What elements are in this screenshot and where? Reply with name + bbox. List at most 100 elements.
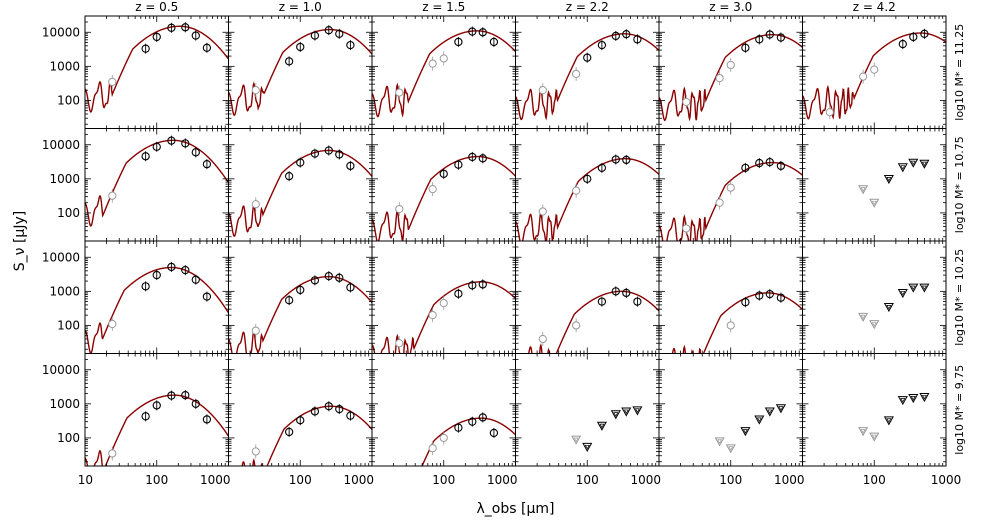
data-point [765,289,774,299]
upper-limit-marker-inner [778,406,784,411]
panel-frame [228,15,373,129]
panel-r0-c4 [658,15,803,129]
data-point [454,37,463,47]
upper-limit-marker-inner [871,434,877,440]
panel-r2-c0 [84,240,229,354]
data-point [141,412,150,421]
data-point [622,288,631,298]
y-tick-label: 10000 [42,25,80,39]
model-sed-line [802,32,946,120]
panel-r1-c0 [84,128,229,242]
faint-data-point [108,191,117,200]
faint-data-point [682,224,691,233]
panel-frame [371,353,516,467]
data-point [898,39,907,49]
model-sed-line [85,25,229,113]
data-point [152,401,161,410]
y-tick-label: 10000 [42,363,80,377]
panel-r1-c1 [228,128,373,242]
x-tick-label: 100 [145,473,168,487]
x-tick-label: 1000 [774,473,805,487]
faint-data-point [715,74,724,83]
x-tick-label: 1000 [630,473,661,487]
data-point [583,174,592,183]
faint-data-point [538,207,547,216]
upper-limit-marker [754,415,765,425]
upper-limit-marker [714,437,725,447]
panel-frame [371,15,516,129]
data-point [141,44,150,53]
model-sed-line [372,281,516,354]
upper-limit-marker-inner [623,409,629,415]
panel-frame [228,353,373,467]
y-tick-label: 100 [57,206,80,220]
model-sed-line [228,28,372,117]
x-tick-label: 1000 [931,473,962,487]
column-title: z = 1.5 [422,0,465,14]
data-point [324,402,333,411]
upper-limit-marker [908,283,919,293]
upper-limit-marker [571,435,582,445]
faint-data-point [395,339,404,348]
upper-limit-marker [621,407,632,417]
faint-data-point [428,59,437,68]
data-point [489,428,499,438]
upper-limit-marker-inner [871,322,877,327]
data-point [141,152,150,161]
data-point [181,23,190,32]
upper-limit-marker [858,185,869,195]
faint-data-point [251,200,260,209]
panel-r1-c4 [658,128,803,242]
y-tick-label: 1000 [49,284,80,298]
upper-limit-marker-inner [860,429,866,434]
data-point [478,413,487,422]
model-sed-line [671,292,803,354]
upper-limit-marker [725,444,736,454]
data-point [296,42,305,52]
data-point [181,265,190,275]
panel-r0-c3 [515,15,660,129]
data-point [181,390,190,400]
upper-limit-marker-inner [756,417,762,422]
data-point [324,146,333,155]
data-point [741,43,750,52]
y-tick-label: 10000 [42,250,80,264]
panel-r1-c3 [515,128,660,242]
upper-limit-marker-inner [728,446,734,451]
x-tick-label: 1000 [343,473,374,487]
data-point [468,417,477,426]
upper-limit-marker [919,283,930,293]
panel-r3-c3 [515,353,660,467]
data-point [191,399,200,408]
data-point [597,40,607,50]
y-tick-label: 100 [57,93,80,107]
faint-data-point [395,204,404,214]
upper-limit-marker [582,442,593,452]
model-sed-line [372,30,516,118]
upper-limit-marker-inner [584,444,590,450]
data-point [622,30,631,39]
faint-data-point [726,183,735,192]
faint-data-point [572,69,581,79]
data-point [765,157,774,167]
data-point [622,155,631,165]
upper-limit-marker [869,432,880,442]
faint-data-point [538,86,547,95]
panel-frame [371,128,516,242]
upper-limit-marker [897,163,908,173]
upper-limit-marker-inner [921,395,927,400]
data-point [152,32,161,42]
data-point [296,158,305,167]
y-tick-label: 100 [57,431,80,445]
faint-data-point [572,321,581,330]
panel-frame [515,128,660,242]
panel-frame [228,240,373,354]
data-point [478,154,487,163]
upper-limit-marker-inner [742,429,748,434]
model-sed-line [515,33,659,121]
panel-r0-c1 [228,15,373,129]
data-point [202,43,212,52]
upper-limit-marker-inner [573,437,579,443]
data-point [776,161,786,171]
y-axis-label: S_ν [μJy] [12,211,28,271]
